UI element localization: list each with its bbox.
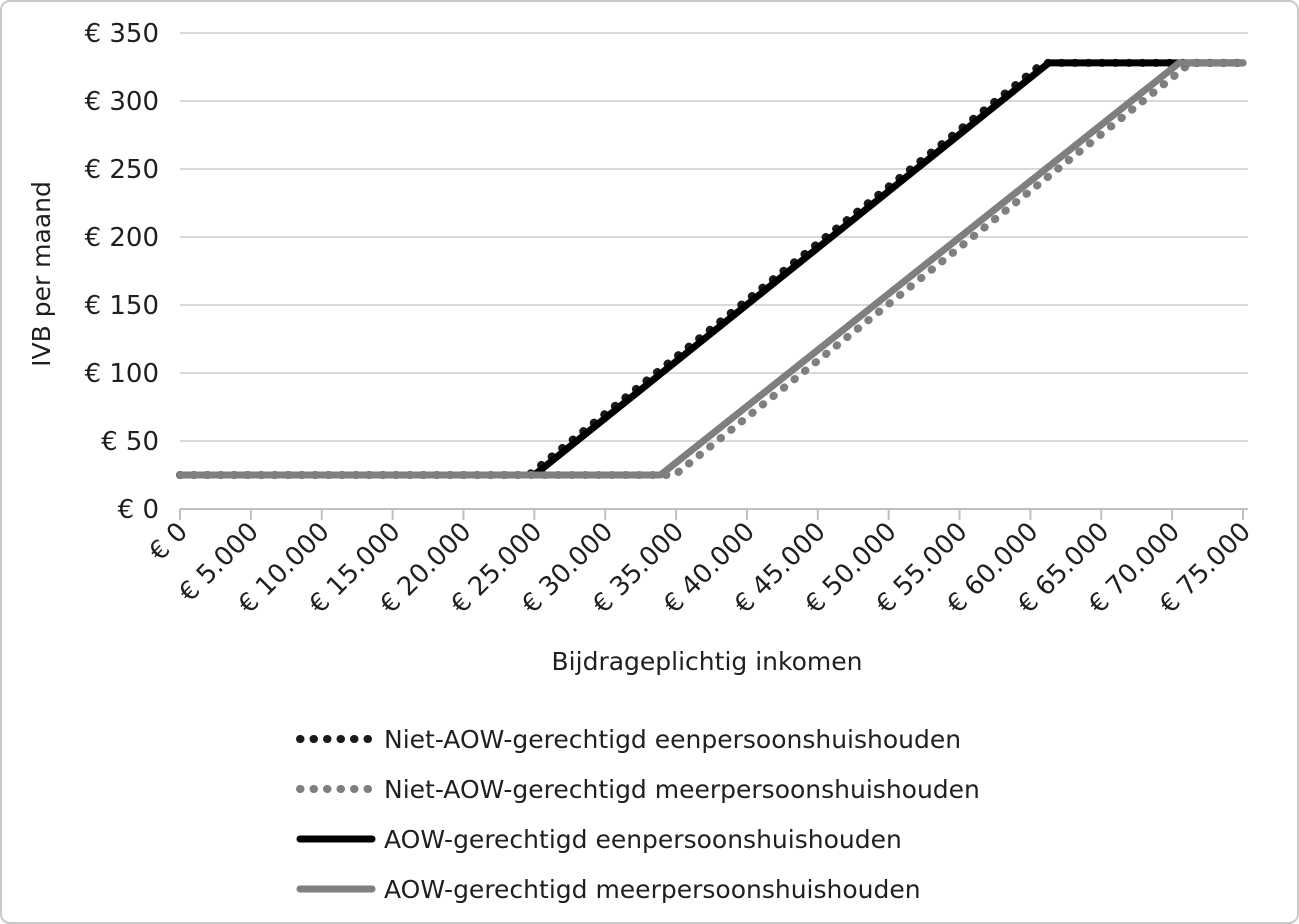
y-tick-label: € 350: [85, 19, 159, 49]
legend-marker-solid-black-icon: [296, 835, 376, 843]
series-line: [176, 58, 1247, 479]
y-tick-label: € 200: [85, 223, 159, 253]
y-tick-label: € 250: [85, 155, 159, 185]
legend-marker-dotted-gray-icon: [296, 785, 376, 793]
y-tick-label: € 150: [85, 291, 159, 321]
y-axis-title: IVB per maand: [27, 181, 56, 367]
legend-item: AOW-gerechtigd eenpersoonshuishouden: [295, 814, 980, 864]
y-tick-label: € 300: [85, 87, 159, 117]
legend-item: Niet-AOW-gerechtigd eenpersoonshuishoude…: [295, 714, 980, 764]
legend-marker-solid-gray-icon: [296, 885, 376, 893]
x-axis-title: Bijdrageplichtig inkomen: [552, 647, 863, 676]
legend-label: AOW-gerechtigd meerpersoonshuishouden: [384, 874, 921, 904]
series-line: [176, 59, 1247, 479]
legend-label: Niet-AOW-gerechtigd eenpersoonshuishoude…: [384, 724, 962, 754]
legend-label: Niet-AOW-gerechtigd meerpersoonshuishoud…: [384, 774, 980, 804]
legend-marker-dotted-black-icon: [296, 735, 376, 743]
series-line: [176, 59, 1247, 479]
series-line: [176, 58, 1247, 479]
legend-item: AOW-gerechtigd meerpersoonshuishouden: [295, 864, 980, 914]
y-tick-label: € 50: [101, 427, 159, 457]
y-tick-label: € 100: [85, 359, 159, 389]
legend-item: Niet-AOW-gerechtigd meerpersoonshuishoud…: [295, 764, 980, 814]
y-tick-label: € 0: [118, 495, 159, 525]
legend-label: AOW-gerechtigd eenpersoonshuishouden: [384, 824, 902, 854]
legend: Niet-AOW-gerechtigd eenpersoonshuishoude…: [295, 714, 980, 914]
